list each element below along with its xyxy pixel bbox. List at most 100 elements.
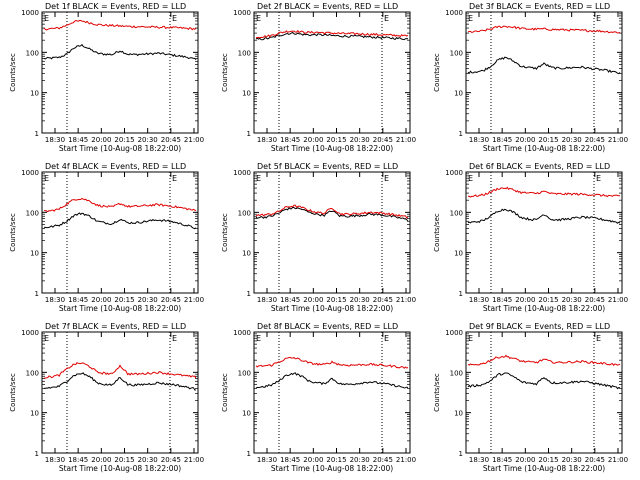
x-tick-label: 20:45 (373, 136, 393, 144)
y-tick-label: 1000 (233, 329, 251, 337)
plot-frame (253, 331, 411, 454)
x-tick-label: 20:30 (138, 456, 158, 464)
plot-frame (253, 11, 411, 134)
x-axis-label: Start Time (10-Aug-08 18:22:00) (483, 144, 605, 153)
marker-label-right: E (384, 174, 389, 183)
lld-series-line (43, 197, 197, 213)
events-series-line (467, 56, 621, 75)
x-tick-label: 20:45 (585, 136, 605, 144)
x-tick-label: 18:30 (257, 136, 277, 144)
x-tick-label: 20:30 (350, 296, 370, 304)
x-tick-label: 20:30 (350, 456, 370, 464)
x-tick-label: 18:45 (492, 296, 512, 304)
panel-title: Det 9f BLACK = Events, RED = LLD (469, 322, 610, 331)
y-axis-label: Counts/sec (221, 213, 229, 252)
x-tick-label: 20:15 (538, 456, 558, 464)
marker-label-right: E (596, 334, 601, 343)
x-tick-label: 18:30 (257, 296, 277, 304)
x-tick-label: 20:00 (303, 296, 323, 304)
y-tick-label: 100 (26, 369, 39, 377)
y-axis-label: Counts/sec (433, 53, 441, 92)
x-tick-label: 20:15 (538, 296, 558, 304)
panel-5: Det 5f BLACK = Events, RED = LLD 1 10 100 10… (221, 162, 416, 313)
plot-frame (41, 11, 199, 134)
marker-label-left: E (256, 174, 261, 183)
x-tick-label: 20:15 (114, 456, 134, 464)
x-tick-label: 18:30 (45, 456, 65, 464)
panel-6: Det 6f BLACK = Events, RED = LLD 1 10 100 10… (433, 162, 628, 313)
y-tick-label: 10 (454, 410, 463, 418)
x-tick-label: 20:30 (138, 296, 158, 304)
y-tick-label: 10 (30, 410, 39, 418)
x-tick-label: 20:30 (138, 136, 158, 144)
marker-label-left: E (468, 334, 473, 343)
x-tick-label: 18:45 (280, 296, 300, 304)
x-axis-label: Start Time (10-Aug-08 18:22:00) (59, 304, 181, 313)
y-tick-label: 100 (26, 49, 39, 57)
x-tick-label: 21:00 (608, 456, 628, 464)
panel-title: Det 4f BLACK = Events, RED = LLD (45, 162, 186, 171)
x-tick-label: 20:00 (303, 456, 323, 464)
x-tick-label: 20:15 (114, 296, 134, 304)
x-tick-label: 20:15 (538, 136, 558, 144)
y-tick-label: 1000 (445, 329, 463, 337)
x-tick-label: 20:30 (562, 296, 582, 304)
panel-2: Det 2f BLACK = Events, RED = LLD 1 10 100 10… (221, 2, 416, 153)
y-tick-label: 1000 (233, 9, 251, 17)
y-tick-label: 1000 (445, 169, 463, 177)
lld-series-line (467, 354, 621, 367)
panel-title: Det 6f BLACK = Events, RED = LLD (469, 162, 610, 171)
y-axis-label: Counts/sec (221, 373, 229, 412)
x-tick-label: 21:00 (184, 136, 204, 144)
x-tick-label: 18:45 (280, 456, 300, 464)
y-axis-label: Counts/sec (433, 213, 441, 252)
marker-label-right: E (172, 14, 177, 23)
x-tick-label: 20:30 (562, 456, 582, 464)
y-tick-label: 100 (450, 49, 463, 57)
x-tick-label: 21:00 (396, 136, 416, 144)
y-tick-label: 1000 (21, 169, 39, 177)
events-series-line (43, 212, 197, 230)
x-axis-label: Start Time (10-Aug-08 18:22:00) (271, 144, 393, 153)
y-axis-label: Counts/sec (9, 373, 17, 412)
x-tick-label: 20:45 (585, 456, 605, 464)
lld-series-line (44, 362, 197, 379)
x-tick-label: 18:45 (68, 296, 88, 304)
x-tick-label: 21:00 (184, 296, 204, 304)
y-tick-label: 10 (454, 250, 463, 258)
y-tick-label: 1 (459, 130, 463, 138)
y-tick-label: 10 (242, 90, 251, 98)
events-series-line (255, 31, 409, 41)
x-tick-label: 20:15 (114, 136, 134, 144)
y-tick-label: 1000 (21, 9, 39, 17)
marker-label-left: E (468, 14, 473, 23)
y-tick-label: 100 (238, 369, 251, 377)
x-tick-label: 20:00 (91, 456, 111, 464)
panel-title: Det 1f BLACK = Events, RED = LLD (45, 2, 186, 11)
y-tick-label: 1 (35, 450, 39, 458)
plot-frame (465, 11, 623, 134)
y-tick-label: 1000 (21, 329, 39, 337)
plot-frame (41, 171, 199, 294)
y-tick-label: 100 (238, 49, 251, 57)
plot-frame (41, 331, 199, 454)
plot-frame (465, 331, 623, 454)
x-tick-label: 20:15 (326, 136, 346, 144)
marker-label-left: E (256, 14, 261, 23)
y-tick-label: 100 (238, 209, 251, 217)
panel-7: Det 7f BLACK = Events, RED = LLD 1 10 100 10… (9, 322, 204, 473)
x-tick-label: 18:45 (492, 136, 512, 144)
x-tick-label: 18:30 (45, 136, 65, 144)
x-tick-label: 20:30 (562, 136, 582, 144)
y-tick-label: 1 (459, 290, 463, 298)
x-tick-label: 18:30 (469, 136, 489, 144)
y-tick-label: 1 (247, 130, 251, 138)
lld-series-line (255, 204, 409, 219)
x-tick-label: 21:00 (396, 296, 416, 304)
x-tick-label: 20:45 (161, 456, 181, 464)
x-axis-label: Start Time (10-Aug-08 18:22:00) (483, 304, 605, 313)
y-tick-label: 10 (30, 90, 39, 98)
plot-frame (253, 171, 411, 294)
x-tick-label: 21:00 (608, 136, 628, 144)
